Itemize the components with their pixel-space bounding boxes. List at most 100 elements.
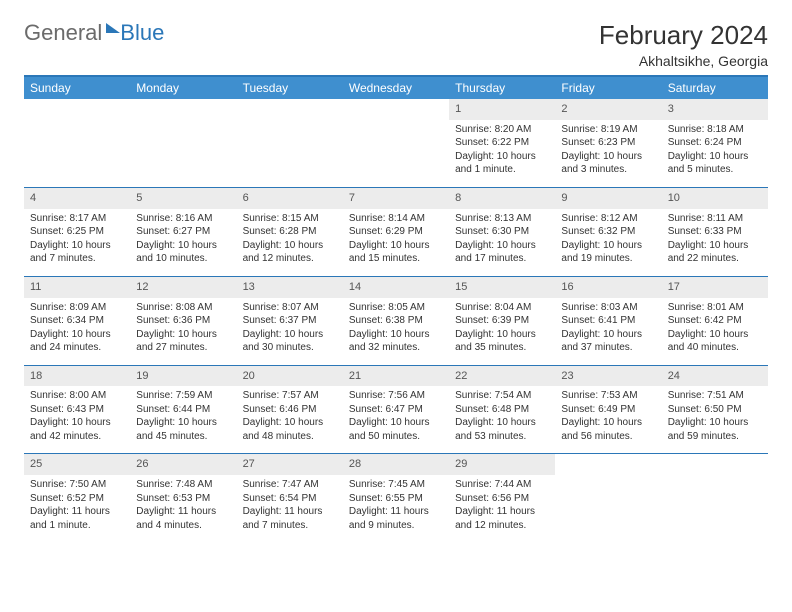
daylight-line: Daylight: 11 hours and 7 minutes. [243, 506, 323, 531]
title-block: February 2024 Akhaltsikhe, Georgia [599, 20, 768, 69]
sunrise-line: Sunrise: 7:47 AM [243, 479, 319, 490]
sunrise-line: Sunrise: 8:18 AM [668, 124, 744, 135]
sunrise-line: Sunrise: 7:51 AM [668, 390, 744, 401]
sunrise-line: Sunrise: 8:12 AM [561, 213, 637, 224]
sunrise-line: Sunrise: 7:54 AM [455, 390, 531, 401]
day-number-cell: 4 [24, 187, 130, 208]
daylight-line: Daylight: 10 hours and 10 minutes. [136, 240, 217, 265]
day-detail-cell: Sunrise: 8:08 AMSunset: 6:36 PMDaylight:… [130, 298, 236, 366]
sunrise-line: Sunrise: 8:08 AM [136, 302, 212, 313]
sunrise-line: Sunrise: 8:14 AM [349, 213, 425, 224]
sunset-line: Sunset: 6:46 PM [243, 404, 317, 415]
calendar-body: 123Sunrise: 8:20 AMSunset: 6:22 PMDaylig… [24, 99, 768, 542]
sunrise-line: Sunrise: 7:50 AM [30, 479, 106, 490]
day-detail-cell: Sunrise: 7:59 AMSunset: 6:44 PMDaylight:… [130, 386, 236, 454]
daylight-line: Daylight: 10 hours and 32 minutes. [349, 329, 430, 354]
day-detail-cell: Sunrise: 8:16 AMSunset: 6:27 PMDaylight:… [130, 209, 236, 277]
day-detail-cell: Sunrise: 8:03 AMSunset: 6:41 PMDaylight:… [555, 298, 661, 366]
day-number-cell [24, 99, 130, 120]
day-number-cell: 20 [237, 365, 343, 386]
day-detail-cell [237, 120, 343, 188]
day-number-cell: 28 [343, 454, 449, 475]
day-number-cell: 8 [449, 187, 555, 208]
day-number-cell: 18 [24, 365, 130, 386]
sunrise-line: Sunrise: 8:15 AM [243, 213, 319, 224]
day-detail-cell: Sunrise: 8:19 AMSunset: 6:23 PMDaylight:… [555, 120, 661, 188]
day-number-cell: 22 [449, 365, 555, 386]
daylight-line: Daylight: 10 hours and 3 minutes. [561, 151, 642, 176]
daylight-line: Daylight: 11 hours and 9 minutes. [349, 506, 429, 531]
sunset-line: Sunset: 6:32 PM [561, 226, 635, 237]
daylight-line: Daylight: 10 hours and 1 minute. [455, 151, 536, 176]
day-detail-cell: Sunrise: 8:05 AMSunset: 6:38 PMDaylight:… [343, 298, 449, 366]
daylight-line: Daylight: 10 hours and 37 minutes. [561, 329, 642, 354]
sunrise-line: Sunrise: 8:16 AM [136, 213, 212, 224]
sunset-line: Sunset: 6:38 PM [349, 315, 423, 326]
sunrise-line: Sunrise: 8:09 AM [30, 302, 106, 313]
detail-row: Sunrise: 8:17 AM Sunset: 6:25 PM Daylight:… [24, 209, 768, 277]
logo-triangle-icon [106, 23, 120, 33]
sunset-line: Sunset: 6:22 PM [455, 137, 529, 148]
daylight-line: Daylight: 11 hours and 1 minute. [30, 506, 110, 531]
day-detail-cell: Sunrise: 7:48 AMSunset: 6:53 PMDaylight:… [130, 475, 236, 542]
day-detail-cell: Sunrise: 8:13 AMSunset: 6:30 PMDaylight:… [449, 209, 555, 277]
day-number-cell: 27 [237, 454, 343, 475]
sunset-line: Sunset: 6:24 PM [668, 137, 742, 148]
calendar-head: SundayMondayTuesdayWednesdayThursdayFrid… [24, 76, 768, 99]
day-number-cell [662, 454, 768, 475]
sunset-line: Sunset: 6:55 PM [349, 493, 423, 504]
sunrise-line: Sunrise: 8:17 AM [30, 213, 106, 224]
day-number-cell: 13 [237, 276, 343, 297]
sunset-line: Sunset: 6:36 PM [136, 315, 210, 326]
calendar-table: SundayMondayTuesdayWednesdayThursdayFrid… [24, 75, 768, 542]
day-detail-cell: Sunrise: 7:51 AMSunset: 6:50 PMDaylight:… [662, 386, 768, 454]
sunset-line: Sunset: 6:44 PM [136, 404, 210, 415]
daylight-line: Daylight: 10 hours and 30 minutes. [243, 329, 324, 354]
logo-text-general: General [24, 20, 102, 46]
day-number-cell: 29 [449, 454, 555, 475]
detail-row: Sunrise: 8:00 AMSunset: 6:43 PMDaylight:… [24, 386, 768, 454]
day-detail-cell [343, 120, 449, 188]
day-detail-cell: Sunrise: 8:07 AMSunset: 6:37 PMDaylight:… [237, 298, 343, 366]
daylight-line: Daylight: 10 hours and 50 minutes. [349, 417, 430, 442]
sunset-line: Sunset: 6:52 PM [30, 493, 104, 504]
sunrise-line: Sunrise: 8:07 AM [243, 302, 319, 313]
sunrise-line: Sunrise: 8:00 AM [30, 390, 106, 401]
day-number-cell: 23 [555, 365, 661, 386]
day-detail-cell [24, 120, 130, 188]
day-detail-cell: Sunrise: 7:44 AMSunset: 6:56 PMDaylight:… [449, 475, 555, 542]
day-number-cell: 16 [555, 276, 661, 297]
day-number-cell [343, 99, 449, 120]
day-detail-cell: Sunrise: 8:17 AMSunset: 6:25 PMDaylight:… [24, 209, 130, 277]
weekday-header: Sunday [24, 76, 130, 99]
day-number-cell: 6 [237, 187, 343, 208]
day-number-cell [130, 99, 236, 120]
daylight-line: Daylight: 11 hours and 12 minutes. [455, 506, 535, 531]
daynum-row: 45678910 [24, 187, 768, 208]
day-number-cell: 12 [130, 276, 236, 297]
day-number-cell: 17 [662, 276, 768, 297]
weekday-header: Friday [555, 76, 661, 99]
day-detail-cell: Sunrise: 7:50 AM Sunset: 6:52 PM Daylight:… [24, 475, 130, 542]
sunset-line: Sunset: 6:25 PM [30, 226, 104, 237]
weekday-row: SundayMondayTuesdayWednesdayThursdayFrid… [24, 76, 768, 99]
day-detail-cell: Sunrise: 8:14 AMSunset: 6:29 PMDaylight:… [343, 209, 449, 277]
sunset-line: Sunset: 6:56 PM [455, 493, 529, 504]
sunrise-line: Sunrise: 7:57 AM [243, 390, 319, 401]
header: General Blue February 2024 Akhaltsikhe, … [24, 20, 768, 69]
day-detail-cell: Sunrise: 7:54 AMSunset: 6:48 PMDaylight:… [449, 386, 555, 454]
detail-row: Sunrise: 7:50 AM Sunset: 6:52 PM Daylight:… [24, 475, 768, 542]
daylight-line: Daylight: 10 hours and 45 minutes. [136, 417, 217, 442]
day-detail-cell: Sunrise: 8:01 AMSunset: 6:42 PMDaylight:… [662, 298, 768, 366]
sunset-line: Sunset: 6:30 PM [455, 226, 529, 237]
day-number-cell: 1 [449, 99, 555, 120]
sunset-line: Sunset: 6:48 PM [455, 404, 529, 415]
daylight-line: Daylight: 10 hours and 35 minutes. [455, 329, 536, 354]
sunset-line: Sunset: 6:42 PM [668, 315, 742, 326]
sunset-line: Sunset: 6:50 PM [668, 404, 742, 415]
day-detail-cell: Sunrise: 8:12 AMSunset: 6:32 PMDaylight:… [555, 209, 661, 277]
day-detail-cell [130, 120, 236, 188]
sunset-line: Sunset: 6:54 PM [243, 493, 317, 504]
day-detail-cell: Sunrise: 7:57 AMSunset: 6:46 PMDaylight:… [237, 386, 343, 454]
location: Akhaltsikhe, Georgia [599, 53, 768, 69]
